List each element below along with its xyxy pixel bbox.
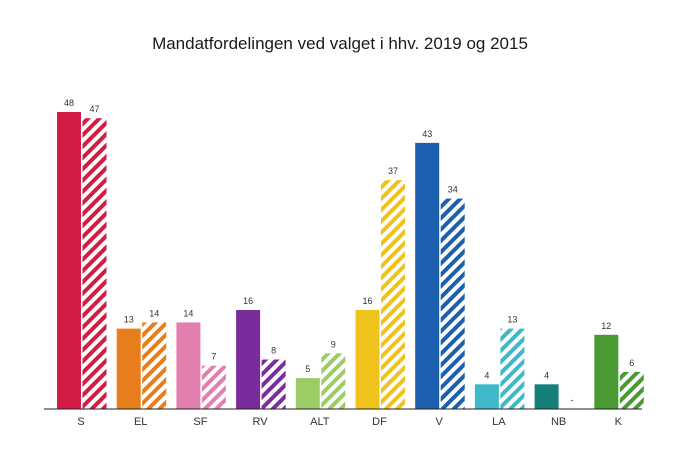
category-label-k: K: [615, 416, 623, 428]
bar-nb-2019: [534, 384, 559, 410]
bar-alt-2019: [295, 378, 320, 409]
bar-v-2019: [415, 142, 440, 409]
value-label-v-2015: 34: [448, 185, 458, 195]
value-label-rv-2015: 8: [271, 346, 276, 356]
value-label-v-2019: 43: [422, 129, 432, 139]
bar-sf-2015: [201, 365, 226, 409]
value-label-alt-2019: 5: [305, 364, 310, 374]
bar-el-2019: [116, 328, 141, 409]
value-label-s-2019: 48: [64, 98, 74, 108]
value-label-la-2019: 4: [484, 370, 489, 380]
value-label-sf-2019: 14: [183, 308, 193, 318]
value-label-la-2015: 13: [507, 315, 517, 325]
value-label-df-2019: 16: [362, 296, 372, 306]
value-label-k-2019: 12: [601, 321, 611, 331]
category-label-df: DF: [372, 416, 387, 428]
value-label-el-2019: 13: [124, 315, 134, 325]
value-label-el-2015: 14: [149, 308, 159, 318]
value-label-rv-2019: 16: [243, 296, 253, 306]
value-label-k-2015: 6: [629, 358, 634, 368]
bar-v-2015: [440, 198, 465, 409]
bar-k-2015: [619, 371, 644, 409]
bar-sf-2019: [176, 322, 201, 409]
value-label-df-2015: 37: [388, 166, 398, 176]
value-label-nb-2015: -: [571, 395, 574, 405]
category-label-la: LA: [492, 416, 506, 428]
category-label-sf: SF: [193, 416, 207, 428]
value-label-alt-2015: 9: [331, 339, 336, 349]
bar-rv-2015: [261, 359, 286, 409]
value-label-s-2015: 47: [89, 104, 99, 114]
chart-title: Mandatfordelingen ved valget i hhv. 2019…: [152, 34, 528, 53]
bar-s-2019: [57, 112, 81, 409]
value-label-sf-2015: 7: [211, 352, 216, 362]
category-label-rv: RV: [253, 416, 269, 428]
bar-s-2015: [82, 118, 107, 409]
category-label-nb: NB: [551, 416, 566, 428]
bar-df-2019: [355, 310, 380, 409]
bar-el-2015: [142, 322, 167, 409]
value-label-nb-2019: 4: [544, 370, 549, 380]
bar-k-2019: [594, 334, 619, 410]
bar-df-2015: [381, 180, 405, 409]
bar-la-2019: [474, 384, 499, 410]
category-label-el: EL: [134, 416, 147, 428]
category-label-s: S: [77, 416, 84, 428]
bar-rv-2019: [236, 310, 261, 409]
bar-alt-2015: [321, 353, 346, 409]
category-label-alt: ALT: [310, 416, 330, 428]
category-label-v: V: [436, 416, 444, 428]
bar-la-2015: [500, 328, 525, 409]
